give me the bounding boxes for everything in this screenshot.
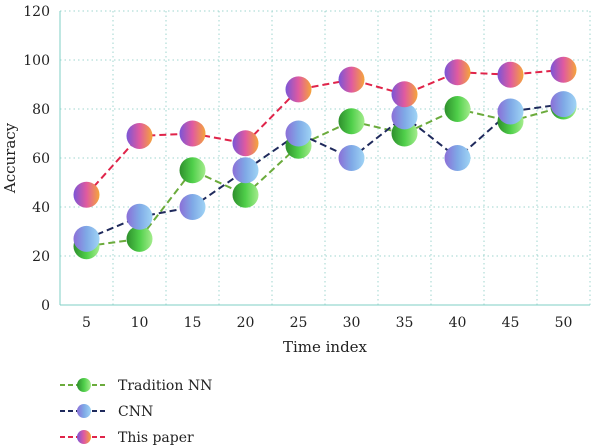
y-tick-label: 80 bbox=[32, 102, 50, 118]
x-tick-label: 10 bbox=[131, 315, 149, 331]
data-point bbox=[73, 181, 100, 208]
data-point bbox=[444, 59, 471, 86]
y-tick-label: 120 bbox=[23, 4, 50, 20]
legend-label: Tradition NN bbox=[118, 378, 212, 394]
y-tick-label: 100 bbox=[23, 53, 50, 69]
series-line-1 bbox=[86, 103, 564, 240]
data-point bbox=[338, 145, 365, 171]
legend-label: CNN bbox=[118, 404, 153, 420]
y-tick-label: 20 bbox=[32, 249, 50, 265]
x-tick-label: 35 bbox=[396, 315, 414, 331]
series-line-2 bbox=[85, 68, 564, 196]
legend-marker bbox=[77, 430, 91, 444]
grid-lines bbox=[60, 10, 591, 305]
x-axis-label: Time index bbox=[283, 338, 368, 356]
y-tick-label: 0 bbox=[41, 298, 50, 314]
x-tick-label: 20 bbox=[237, 315, 255, 331]
data-point bbox=[232, 157, 259, 184]
x-tick-label: 50 bbox=[555, 315, 573, 331]
axes bbox=[59, 11, 590, 306]
data-point bbox=[285, 120, 312, 147]
legend-marker bbox=[77, 378, 91, 392]
data-point bbox=[285, 76, 312, 103]
data-point bbox=[338, 108, 365, 135]
x-tick-label: 25 bbox=[290, 315, 308, 331]
x-tick-label: 5 bbox=[82, 315, 91, 331]
data-point bbox=[232, 130, 259, 157]
data-point bbox=[73, 225, 100, 252]
y-tick-labels: 0 20 40 60 80 100 120 bbox=[23, 4, 50, 314]
data-point bbox=[444, 145, 471, 171]
x-tick-label: 15 bbox=[184, 315, 202, 331]
y-tick-label: 40 bbox=[32, 200, 50, 216]
data-point bbox=[179, 120, 206, 147]
data-point bbox=[338, 66, 365, 93]
series-line-0 bbox=[86, 105, 564, 248]
data-point bbox=[179, 194, 206, 220]
y-tick-label: 60 bbox=[32, 151, 50, 167]
x-tick-label: 45 bbox=[502, 315, 520, 331]
x-tick-label: 30 bbox=[343, 315, 361, 331]
data-point bbox=[126, 122, 153, 149]
data-point bbox=[444, 96, 471, 122]
data-point bbox=[179, 157, 206, 184]
series-group bbox=[73, 56, 577, 260]
data-point bbox=[126, 203, 153, 230]
data-point bbox=[126, 225, 153, 252]
legend-marker bbox=[77, 404, 91, 418]
legend: Tradition NN CNN This paper bbox=[60, 378, 212, 445]
data-point bbox=[550, 56, 577, 83]
data-point bbox=[232, 181, 259, 208]
x-tick-labels: 5 10 15 20 25 30 35 40 45 50 bbox=[82, 315, 572, 331]
y-axis-label: Accuracy bbox=[1, 122, 19, 194]
data-point bbox=[497, 98, 524, 125]
data-point bbox=[550, 91, 577, 118]
data-point bbox=[391, 103, 418, 130]
data-point bbox=[391, 81, 418, 108]
data-point bbox=[497, 61, 524, 88]
x-tick-label: 40 bbox=[449, 315, 467, 331]
legend-label: This paper bbox=[118, 430, 194, 445]
